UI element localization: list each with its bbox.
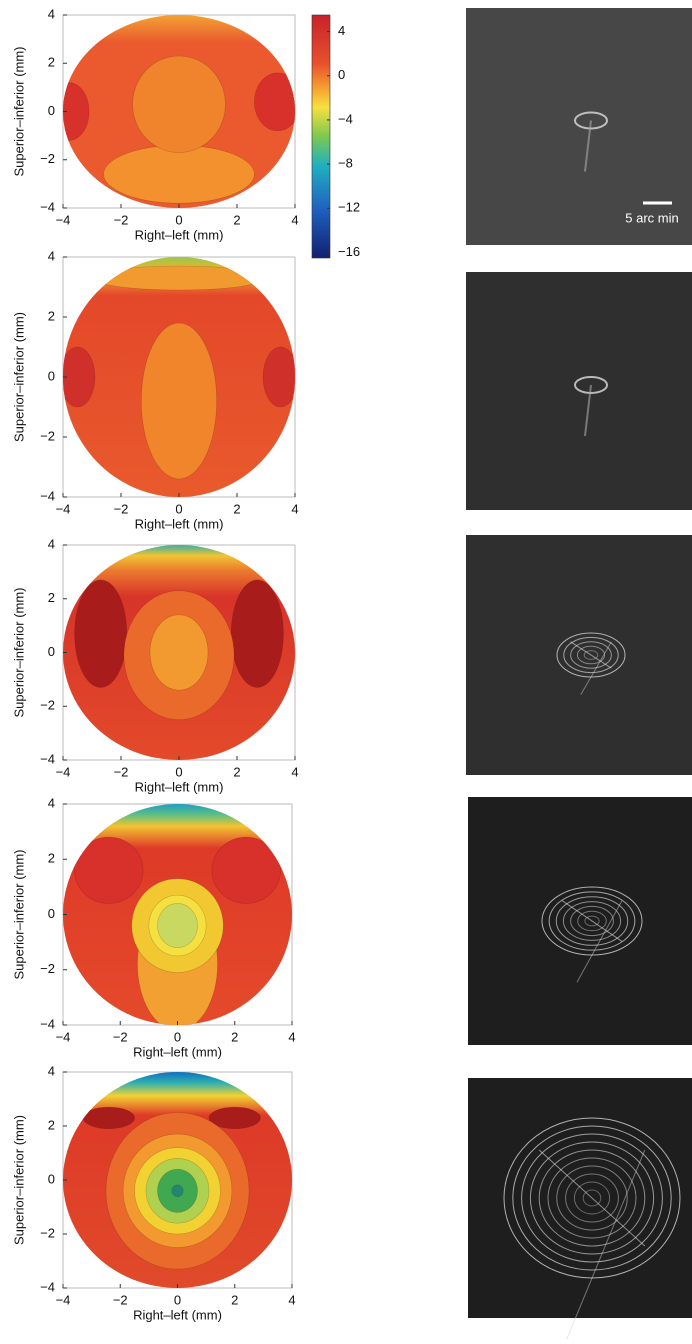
x-tick-label: −4 [56,1292,71,1307]
x-tick-label: −2 [113,1292,128,1307]
y-tick-label: −4 [40,1016,55,1031]
x-tick-label: 2 [233,501,240,516]
x-tick-label: 4 [291,501,298,516]
colorbar-tick-label: −4 [338,111,353,126]
contour-region [231,580,283,688]
y-tick-label: −4 [40,199,55,214]
x-tick-label: 0 [174,1292,181,1307]
x-tick-label: −2 [114,764,129,779]
x-axis-label: Right–left (mm) [135,227,224,242]
x-tick-label: 0 [174,1029,181,1044]
colorbar-tick-label: −12 [338,200,360,215]
contour-region [75,580,127,688]
y-tick-label: 4 [48,1063,55,1078]
psf-image [468,797,692,1045]
x-tick-label: 2 [233,764,240,779]
x-tick-label: −2 [114,501,129,516]
x-tick-label: 4 [288,1029,295,1044]
y-tick-label: 0 [48,103,55,118]
y-tick-label: −4 [40,1279,55,1294]
y-tick-label: 4 [48,248,55,263]
colorbar-tick-label: −8 [338,156,353,171]
contour-region [83,1107,135,1129]
x-tick-label: −4 [56,764,71,779]
contour-region [172,1185,183,1197]
x-tick-label: 0 [175,764,182,779]
y-tick-label: −2 [40,698,55,713]
x-tick-label: 0 [175,212,182,227]
y-tick-label: −4 [40,488,55,503]
y-tick-label: −2 [40,151,55,166]
x-axis-label: Right–left (mm) [135,779,224,794]
psf-image [468,1078,692,1318]
x-tick-label: 2 [231,1292,238,1307]
y-axis-label: Superior–inferior (mm) [11,312,26,442]
y-tick-label: 2 [48,590,55,605]
y-tick-label: −2 [40,961,55,976]
x-axis-label: Right–left (mm) [133,1044,222,1059]
y-tick-label: 0 [48,368,55,383]
y-tick-label: −2 [40,1225,55,1240]
x-tick-label: 2 [231,1029,238,1044]
y-axis-label: Superior–inferior (mm) [11,46,26,176]
x-tick-label: 4 [291,764,298,779]
colorbar [312,15,330,258]
colorbar-tick-label: −16 [338,244,360,259]
y-tick-label: −2 [40,428,55,443]
y-tick-label: 2 [48,55,55,70]
contour-region [104,145,255,203]
x-tick-label: 4 [288,1292,295,1307]
colorbar-tick-label: 0 [338,67,345,82]
y-axis-label: Superior–inferior (mm) [11,849,26,979]
x-tick-label: 2 [233,212,240,227]
psf-image [466,535,692,775]
y-tick-label: 4 [48,795,55,810]
x-axis-label: Right–left (mm) [133,1307,222,1322]
contour-region [141,323,216,479]
x-tick-label: −2 [113,1029,128,1044]
y-tick-label: 0 [48,644,55,659]
contour-region [263,347,298,407]
x-tick-label: 4 [291,212,298,227]
contour-region [150,615,208,690]
y-tick-label: 4 [48,6,55,21]
y-axis-label: Superior–inferior (mm) [11,1115,26,1245]
x-tick-label: −4 [56,501,71,516]
y-tick-label: 4 [48,536,55,551]
y-axis-label: Superior–inferior (mm) [11,587,26,717]
colorbar-tick-label: 4 [338,23,345,38]
y-tick-label: 2 [48,851,55,866]
x-tick-label: 0 [175,501,182,516]
figure: −4 −2 0 2 4 −4 −2 0 2 4 Right–left (mm) Superior–in… [0,0,692,1339]
x-axis-label: Right–left (mm) [135,516,224,531]
x-tick-label: −2 [114,212,129,227]
x-tick-label: −4 [56,212,71,227]
contour-region [133,56,226,153]
y-tick-label: 0 [48,1171,55,1186]
y-tick-label: 2 [48,1117,55,1132]
y-tick-label: −4 [40,751,55,766]
y-tick-label: 0 [48,906,55,921]
contour-region [157,903,197,947]
x-tick-label: −4 [56,1029,71,1044]
y-tick-label: 2 [48,308,55,323]
scale-bar-label: 5 arc min [625,210,678,225]
